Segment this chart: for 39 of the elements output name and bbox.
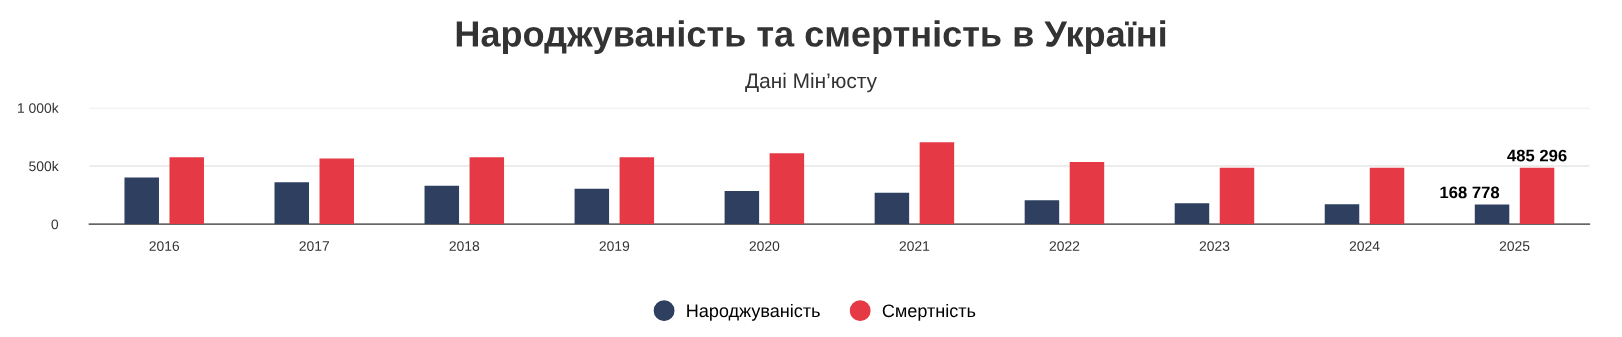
legend-label: Смертність — [882, 303, 976, 321]
x-tick-label: 2020 — [749, 241, 780, 251]
bar — [424, 185, 460, 225]
x-tick-label: 2021 — [899, 241, 930, 251]
data-label: 485 296 — [1507, 149, 1567, 162]
bar — [319, 158, 355, 225]
y-tick-label: 500k — [29, 160, 59, 172]
x-tick-label: 2016 — [149, 241, 180, 251]
bar — [874, 192, 910, 225]
bar — [1069, 161, 1105, 225]
x-tick-label: 2024 — [1349, 241, 1380, 251]
bar — [574, 188, 610, 225]
x-tick-label: 2022 — [1049, 241, 1080, 251]
chart-subtitle: Дані Мін’юсту — [745, 72, 877, 93]
y-tick-label: 1 000k — [18, 102, 59, 114]
bar — [1174, 203, 1210, 225]
bar — [724, 190, 760, 225]
bar — [919, 142, 955, 225]
bar — [619, 157, 655, 225]
bar — [1024, 200, 1060, 225]
bar — [469, 157, 505, 225]
bar — [1474, 204, 1510, 225]
x-tick-label: 2023 — [1199, 241, 1230, 251]
bar — [1324, 204, 1360, 225]
chart-title: Народжуваність та смертність в Україні — [456, 20, 1166, 54]
x-tick-label: 2019 — [599, 241, 630, 251]
bar — [1219, 167, 1255, 225]
x-tick-label: 2018 — [449, 241, 480, 251]
bar — [169, 157, 204, 225]
bar — [124, 177, 159, 225]
y-tick-label: 0 — [51, 219, 59, 230]
x-tick-label: 2017 — [299, 241, 330, 251]
x-tick-label: 2025 — [1499, 241, 1530, 251]
data-label: 168 778 — [1440, 186, 1500, 199]
bar — [769, 153, 805, 225]
bar — [1519, 167, 1555, 225]
bar — [1369, 167, 1405, 225]
bar — [274, 182, 310, 225]
legend-label: Народжуваність — [687, 303, 820, 321]
